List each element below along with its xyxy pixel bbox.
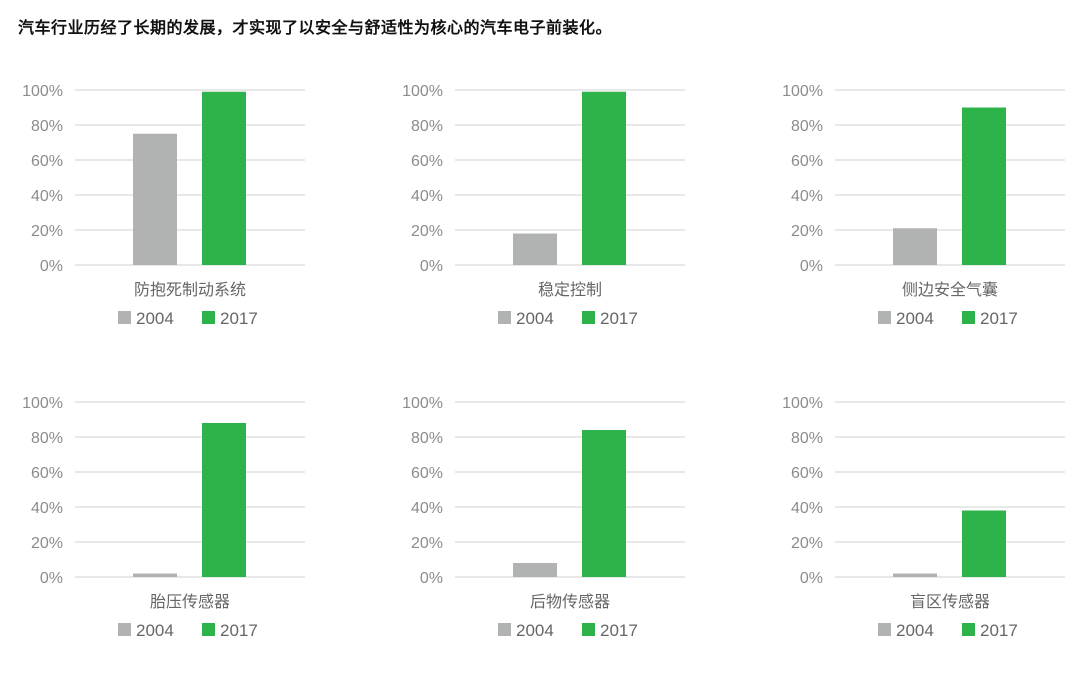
bar-2004 [893, 573, 937, 577]
y-tick-label: 60% [791, 465, 823, 482]
y-tick-label: 20% [411, 223, 443, 240]
legend-swatch-2017 [962, 311, 975, 324]
bar-2017 [202, 91, 246, 265]
legend-label: 2004 [136, 621, 174, 640]
y-tick-label: 20% [31, 535, 63, 552]
legend-swatch-2004 [878, 623, 891, 636]
y-tick-label: 100% [782, 83, 823, 100]
y-tick-label: 40% [31, 500, 63, 517]
y-tick-label: 40% [791, 188, 823, 205]
legend-label: 2017 [600, 621, 638, 640]
legend-label: 2017 [980, 621, 1018, 640]
y-tick-label: 60% [411, 465, 443, 482]
legend-swatch-2004 [878, 311, 891, 324]
legend-label: 2017 [980, 309, 1018, 328]
y-tick-label: 100% [22, 395, 63, 412]
y-tick-label: 40% [411, 188, 443, 205]
y-tick-label: 20% [411, 535, 443, 552]
y-tick-label: 0% [420, 570, 443, 587]
category-label: 后物传感器 [530, 593, 610, 611]
legend-swatch-2017 [202, 311, 215, 324]
y-tick-label: 80% [411, 430, 443, 447]
legend-swatch-2004 [498, 623, 511, 636]
bar-2017 [202, 423, 246, 577]
y-tick-label: 40% [411, 500, 443, 517]
y-tick-label: 0% [420, 258, 443, 275]
y-tick-label: 80% [791, 430, 823, 447]
bar-chart: 0% 20% 40% 60% 80% 100% 防抱死制动系统 2004 2017 [22, 83, 305, 328]
legend-label: 2004 [896, 309, 934, 328]
y-tick-label: 20% [31, 223, 63, 240]
y-tick-label: 80% [411, 118, 443, 135]
y-tick-label: 60% [411, 153, 443, 170]
bar-2017 [962, 510, 1006, 577]
category-label: 防抱死制动系统 [134, 281, 246, 299]
bar-2004 [513, 563, 557, 577]
y-tick-label: 80% [31, 430, 63, 447]
bar-2004 [893, 228, 937, 265]
legend-swatch-2017 [582, 311, 595, 324]
legend-label: 2017 [600, 309, 638, 328]
y-tick-label: 0% [800, 570, 823, 587]
y-tick-label: 0% [800, 258, 823, 275]
y-tick-label: 100% [402, 83, 443, 100]
y-tick-label: 80% [31, 118, 63, 135]
legend-swatch-2017 [582, 623, 595, 636]
bar-2017 [582, 430, 626, 577]
y-tick-label: 100% [22, 83, 63, 100]
y-tick-label: 40% [31, 188, 63, 205]
bar-chart: 0% 20% 40% 60% 80% 100% 后物传感器 2004 2017 [402, 395, 685, 640]
category-label: 胎压传感器 [150, 593, 230, 611]
legend-swatch-2004 [118, 623, 131, 636]
bar-chart: 0% 20% 40% 60% 80% 100% 侧边安全气囊 2004 2017 [782, 83, 1065, 328]
y-tick-label: 100% [782, 395, 823, 412]
legend-label: 2004 [136, 309, 174, 328]
y-tick-label: 0% [40, 258, 63, 275]
category-label: 稳定控制 [538, 281, 602, 299]
y-tick-label: 40% [791, 500, 823, 517]
bar-chart: 0% 20% 40% 60% 80% 100% 盲区传感器 2004 2017 [782, 395, 1065, 640]
legend-swatch-2017 [202, 623, 215, 636]
category-label: 盲区传感器 [910, 593, 990, 611]
bar-2017 [962, 107, 1006, 265]
page-title: 汽车行业历经了长期的发展，才实现了以安全与舒适性为核心的汽车电子前装化。 [18, 18, 613, 37]
legend-label: 2017 [220, 621, 258, 640]
y-tick-label: 80% [791, 118, 823, 135]
legend-label: 2004 [896, 621, 934, 640]
legend-label: 2017 [220, 309, 258, 328]
bar-2004 [513, 233, 557, 265]
legend-swatch-2017 [962, 623, 975, 636]
y-tick-label: 20% [791, 535, 823, 552]
legend-swatch-2004 [498, 311, 511, 324]
category-label: 侧边安全气囊 [902, 281, 998, 299]
y-tick-label: 60% [31, 465, 63, 482]
legend-label: 2004 [516, 309, 554, 328]
y-tick-label: 20% [791, 223, 823, 240]
y-tick-label: 0% [40, 570, 63, 587]
legend-swatch-2004 [118, 311, 131, 324]
legend-label: 2004 [516, 621, 554, 640]
y-tick-label: 100% [402, 395, 443, 412]
bar-2004 [133, 573, 177, 577]
bar-chart: 0% 20% 40% 60% 80% 100% 稳定控制 2004 2017 [402, 83, 685, 328]
y-tick-label: 60% [31, 153, 63, 170]
y-tick-label: 60% [791, 153, 823, 170]
bar-2017 [582, 91, 626, 265]
bar-2004 [133, 133, 177, 265]
bar-chart: 0% 20% 40% 60% 80% 100% 胎压传感器 2004 2017 [22, 395, 305, 640]
